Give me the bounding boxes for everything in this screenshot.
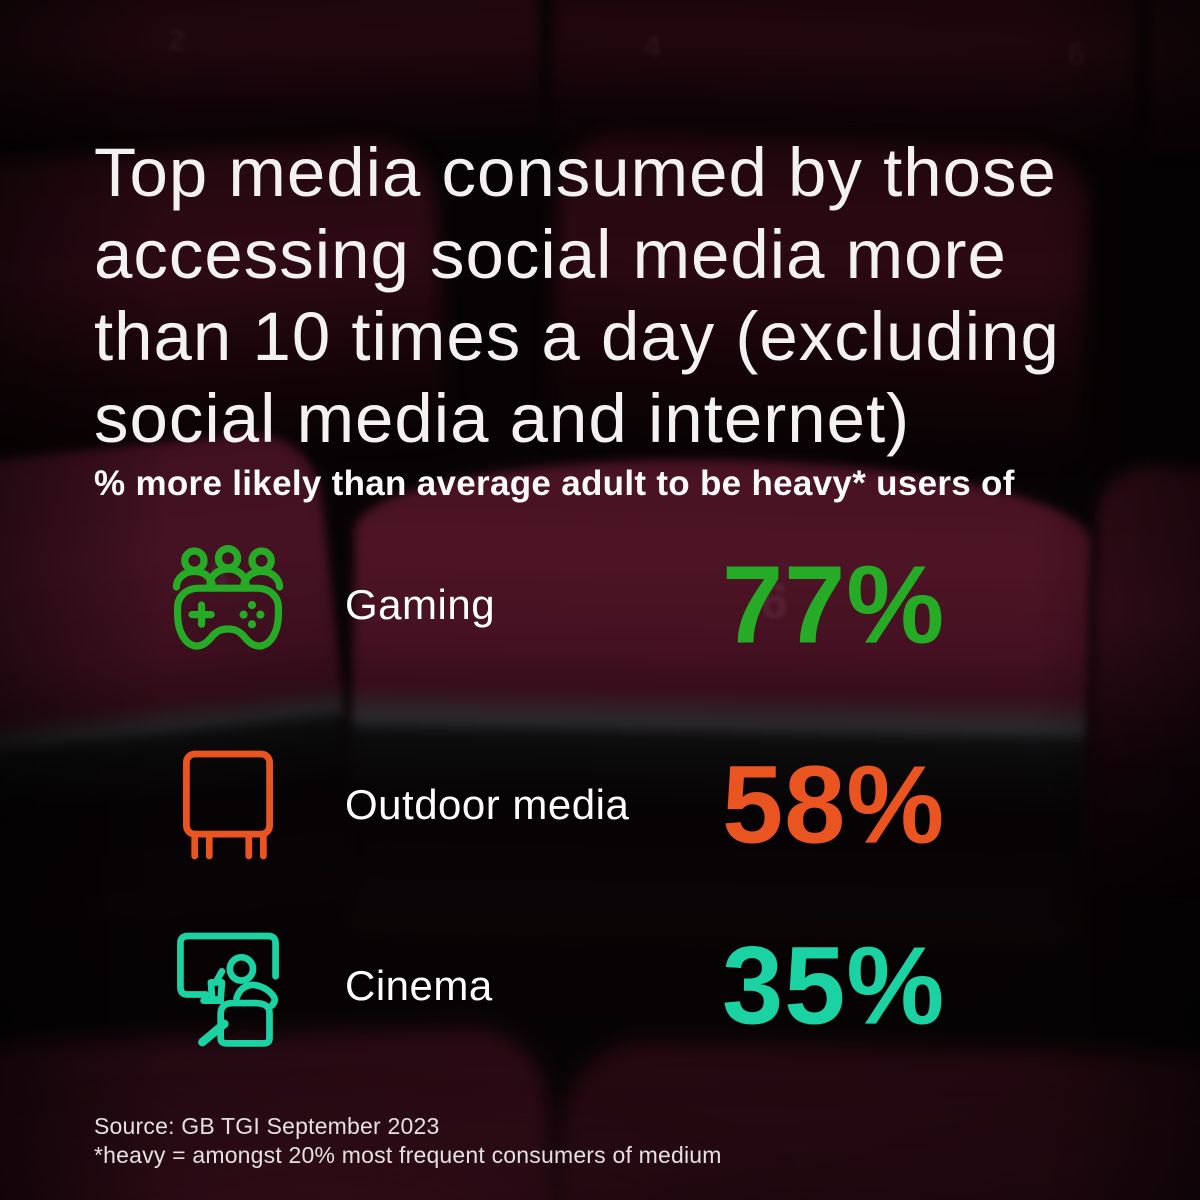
title-line: accessing social media more [94,216,1007,294]
media-value: 58% [722,743,946,867]
source-footnote: Source: GB TGI September 2023 *heavy = a… [94,1112,722,1170]
media-label: Outdoor media [345,781,630,828]
media-label: Cinema [345,962,493,1009]
gaming-audience-icon [166,543,290,667]
title-line: social media and internet) [94,380,911,458]
billboard-icon [166,743,290,867]
media-value: 35% [722,924,946,1048]
title-line: than 10 times a day (excluding [94,298,1060,376]
media-row-outdoor: Outdoor media 58% [0,740,1200,870]
title-line: Top media consumed by those [94,134,1057,212]
source-line: Source: GB TGI September 2023 [94,1113,440,1139]
cinema-viewer-icon [166,924,290,1048]
media-value: 77% [722,543,946,667]
page-title: Top media consumed by those accessing so… [94,132,1144,460]
footnote-line: *heavy = amongst 20% most frequent consu… [94,1142,722,1168]
media-row-gaming: Gaming 77% [0,540,1200,670]
media-row-cinema: Cinema 35% [0,921,1200,1051]
media-label: Gaming [345,581,496,628]
subtitle: % more likely than average adult to be h… [94,464,1015,503]
